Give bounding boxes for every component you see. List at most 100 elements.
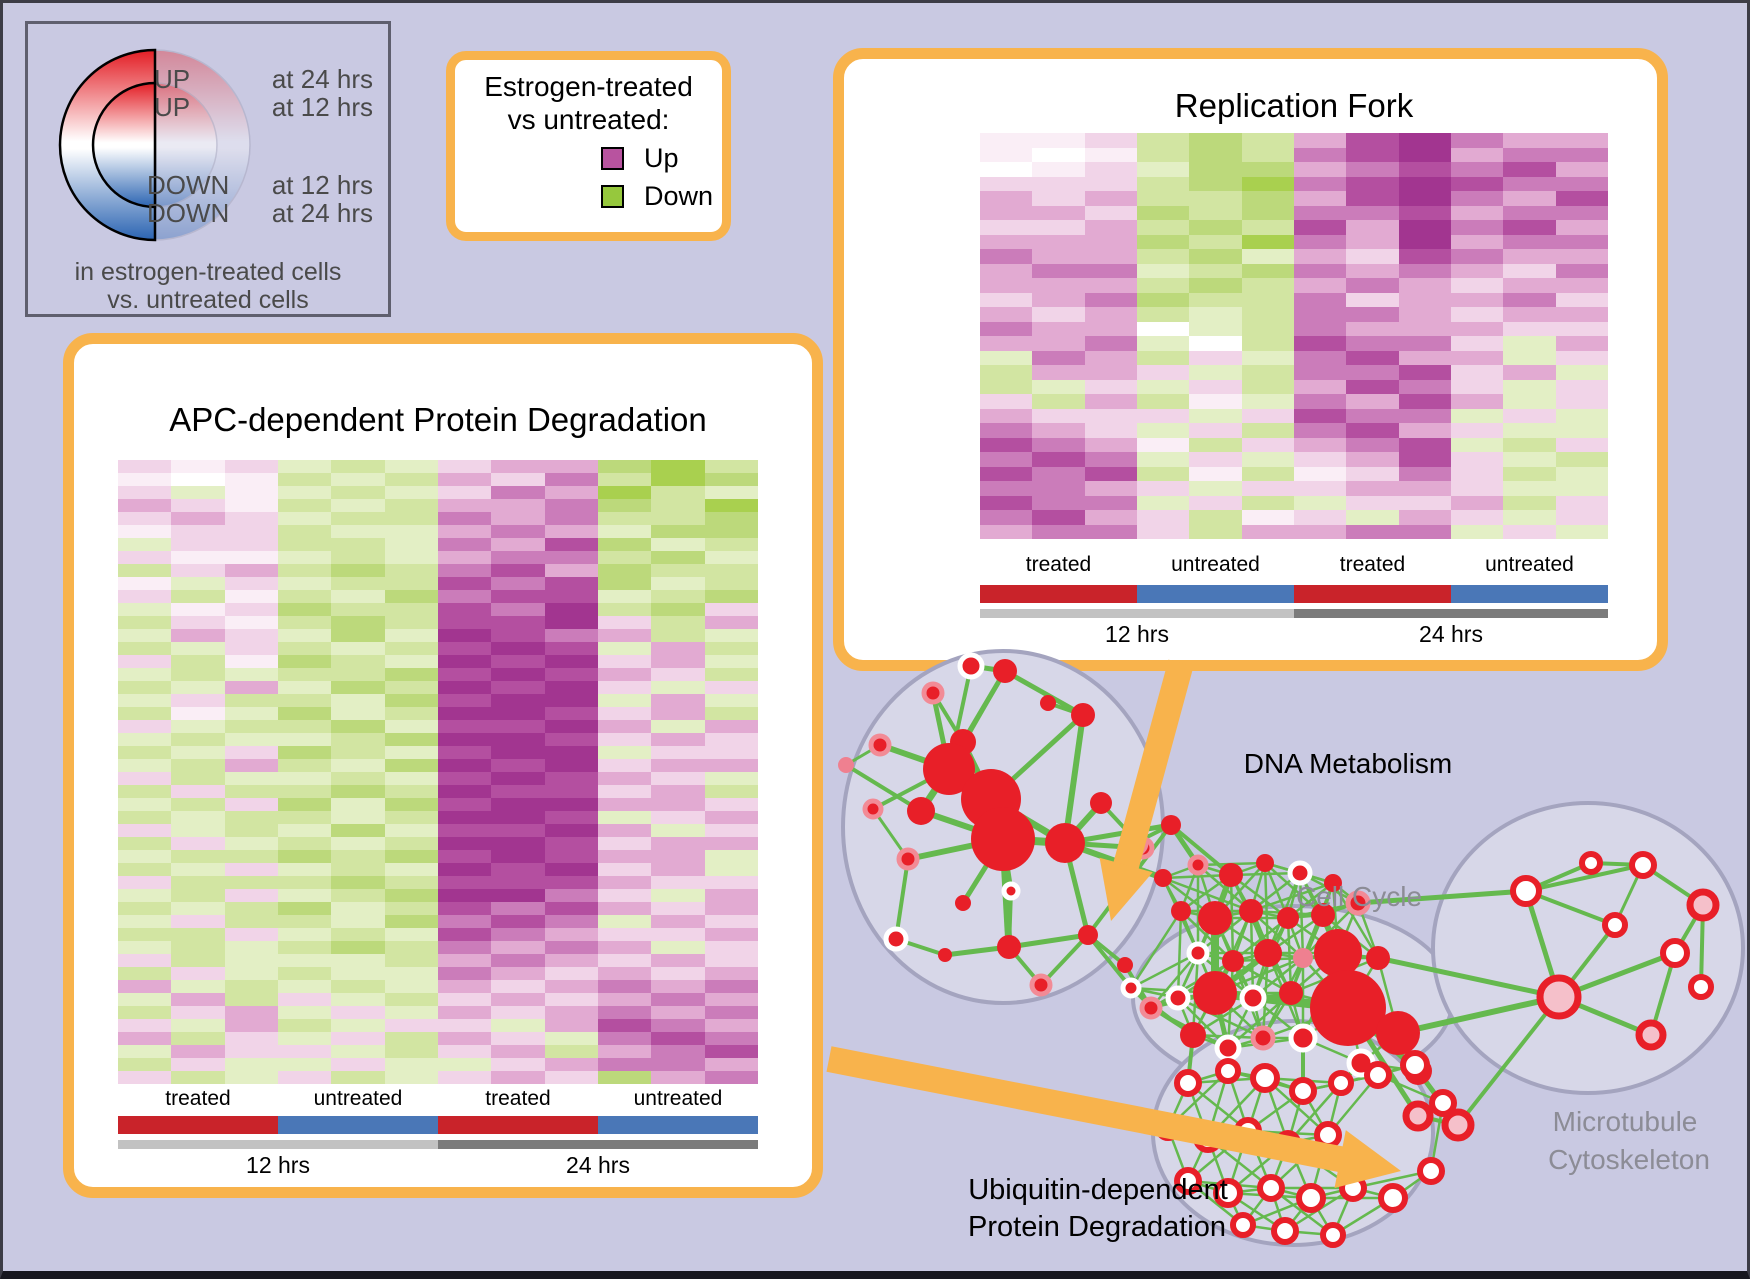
heatmap-cell (1555, 292, 1608, 307)
heatmap-cell (651, 889, 705, 902)
apc-condition-bars (118, 1116, 758, 1134)
network-node (1366, 946, 1390, 970)
heatmap-cell (171, 577, 225, 590)
network-edge (1207, 1136, 1289, 1145)
network-edge (1197, 863, 1232, 877)
heatmap-cell (491, 798, 545, 811)
heatmap-cell (1293, 147, 1347, 162)
network-edge (1287, 916, 1339, 955)
heatmap-cell (651, 642, 705, 655)
heatmap-cell (1241, 133, 1294, 148)
network-edge (1212, 992, 1231, 1049)
heatmap-cell (1189, 234, 1242, 249)
heatmap-cell (1084, 466, 1137, 481)
heatmap-cell (118, 655, 172, 668)
rf-condition-bars (980, 585, 1608, 603)
up-24-label: UP (154, 64, 191, 94)
heatmap-cell (118, 876, 172, 889)
heatmap-cell (1503, 249, 1556, 264)
network-edge (1064, 840, 1144, 851)
heatmap-cell (277, 837, 332, 850)
heatmap-cell (1241, 162, 1294, 177)
heatmap-cell (980, 481, 1033, 496)
network-edge (1298, 872, 1305, 959)
untreated-label: untreated (313, 1087, 403, 1110)
heatmap-cell (171, 993, 225, 1006)
network-edge (1377, 955, 1560, 1000)
heatmap-cell (491, 772, 545, 785)
heatmap-cell (437, 876, 492, 889)
heatmap-cell (491, 629, 545, 642)
heatmap-cell (1555, 176, 1608, 191)
heatmap-cell (1450, 408, 1504, 423)
heatmap-cell (118, 1045, 172, 1058)
network-node (862, 798, 884, 820)
down-24-label: DOWN (147, 198, 230, 228)
heatmap-cell (277, 746, 332, 759)
heatmap-cell (1241, 408, 1294, 423)
network-node (1174, 1167, 1202, 1195)
legend-item-up: Up (601, 143, 722, 174)
heatmap-cell (331, 980, 385, 993)
heatmap-cell (597, 746, 652, 759)
network-edge (945, 740, 967, 771)
heatmap-cell (1450, 481, 1504, 496)
heatmap-cell (544, 928, 598, 941)
network-edge (1286, 872, 1302, 919)
network-edge (1302, 902, 1359, 959)
network-edge (1331, 882, 1340, 954)
heatmap-cell (118, 759, 172, 772)
heatmap-cell (651, 1032, 705, 1045)
network-node (1328, 1070, 1354, 1096)
heatmap-cell (277, 980, 332, 993)
heatmap-cell (1450, 176, 1504, 191)
heatmap-cell (491, 460, 545, 473)
heatmap-cell (118, 1032, 172, 1045)
heatmap-cell (118, 967, 172, 980)
heatmap-cell (491, 473, 545, 486)
heatmap-cell (384, 1045, 438, 1058)
heatmap-cell (1450, 162, 1504, 177)
network-node (1510, 875, 1542, 907)
heatmap-cell (1136, 481, 1190, 496)
network-edge (1289, 957, 1305, 994)
heatmap-cell (1503, 307, 1556, 322)
heatmap-cell (118, 746, 172, 759)
heatmap-cell (171, 616, 225, 629)
heatmap-cell (277, 590, 332, 603)
heatmap-cell (331, 993, 385, 1006)
network-node (1688, 974, 1714, 1000)
heatmap-cell (491, 915, 545, 928)
network-node (1161, 815, 1181, 835)
heatmap-cell (597, 538, 652, 551)
heatmap-cell (1555, 249, 1608, 264)
heatmap-cell (1189, 278, 1242, 293)
heatmap-cell (980, 292, 1033, 307)
heatmap-cell (224, 863, 278, 876)
network-edge (1130, 986, 1179, 1000)
heatmap-cell (277, 499, 332, 512)
heatmap-cell (704, 1071, 758, 1084)
heatmap-cell (437, 772, 492, 785)
network-edge (1191, 960, 1235, 1036)
heatmap-cell (704, 941, 758, 954)
heatmap-cell (384, 642, 438, 655)
network-edge (1321, 914, 1340, 954)
heatmap-cell (491, 785, 545, 798)
network-node (1155, 1115, 1181, 1141)
network-edge (1232, 917, 1289, 962)
heatmap-cell (224, 577, 278, 590)
treated-bar (118, 1116, 278, 1134)
heatmap-cell (1084, 249, 1137, 264)
network-node (1120, 977, 1142, 999)
heatmap-cell (1241, 394, 1294, 409)
network-edge (1267, 913, 1324, 955)
12hrs-label: 12 hrs (1105, 621, 1169, 647)
heatmap-cell (1503, 292, 1556, 307)
network-node (907, 797, 935, 825)
heatmap-cell (651, 928, 705, 941)
heatmap-cell (1346, 394, 1399, 409)
network-edge (1212, 873, 1234, 920)
heatmap-cell (331, 694, 385, 707)
network-edge (1196, 917, 1217, 954)
